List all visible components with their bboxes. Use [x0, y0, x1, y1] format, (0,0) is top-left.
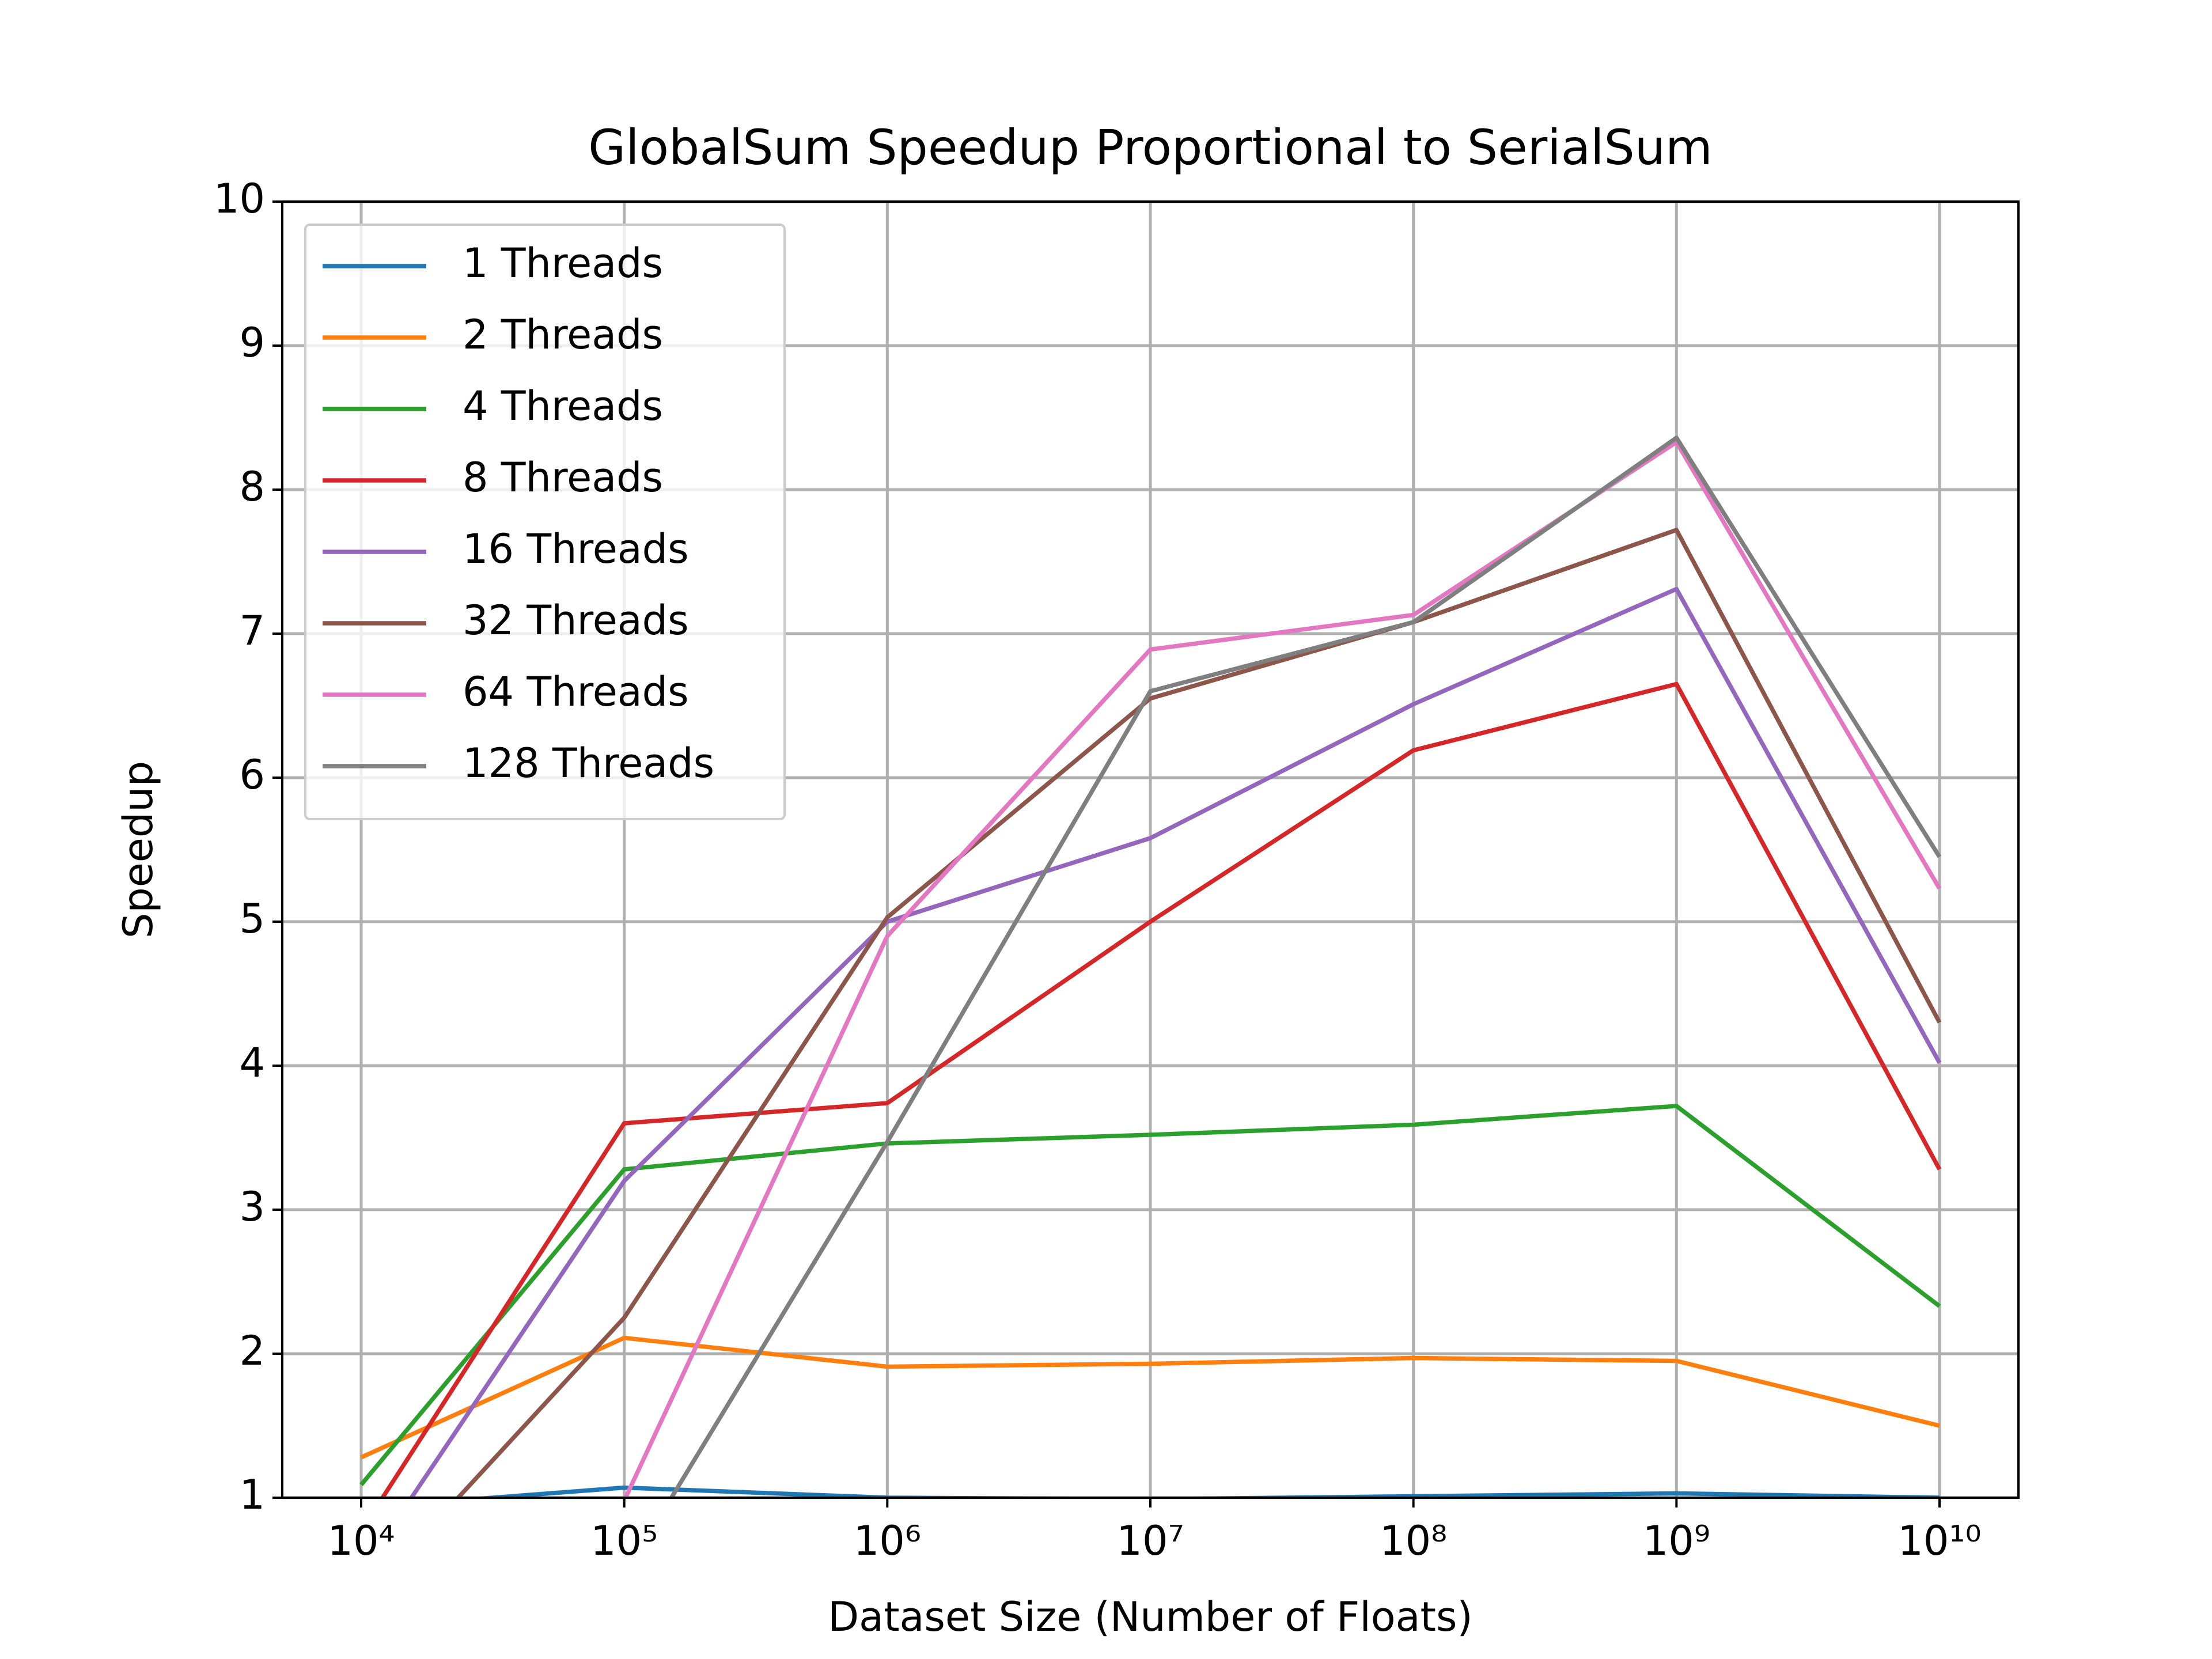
- y-tick-label: 1: [239, 1471, 265, 1518]
- legend-label: 1 Threads: [463, 240, 663, 287]
- y-tick-label: 6: [239, 751, 265, 798]
- series-line: [455, 528, 1942, 1498]
- series-line: [408, 586, 1942, 1498]
- chart-title: GlobalSum Speedup Proportional to Serial…: [588, 119, 1713, 176]
- series-line: [464, 1485, 1940, 1498]
- legend-box: [304, 224, 786, 820]
- series-line: [380, 681, 1942, 1498]
- y-axis-label: Speedup: [115, 761, 162, 938]
- series-line: [669, 435, 1942, 1498]
- x-tick-label: 10⁶: [854, 1517, 921, 1565]
- x-tick-label: 10⁷: [1116, 1517, 1184, 1565]
- y-tick-label: 9: [239, 319, 265, 366]
- series-line: [360, 1335, 1940, 1460]
- legend-label: 64 Threads: [463, 668, 689, 715]
- legend-label: 2 Threads: [463, 311, 663, 358]
- x-tick-label: 10⁸: [1380, 1517, 1447, 1565]
- legend-label: 128 Threads: [463, 740, 714, 787]
- legend-label: 4 Threads: [463, 382, 663, 430]
- legend-label: 16 Threads: [463, 525, 689, 573]
- series-line: [359, 1104, 1941, 1486]
- y-tick-label: 10: [214, 175, 265, 222]
- y-tick-label: 7: [239, 607, 265, 654]
- y-tick-label: 3: [239, 1183, 265, 1230]
- legend-label: 8 Threads: [463, 454, 663, 501]
- x-tick-label: 10⁴: [327, 1517, 395, 1565]
- y-tick-label: 2: [239, 1327, 265, 1374]
- x-tick-label: 10⁵: [590, 1517, 658, 1565]
- x-tick-label: 10⁹: [1643, 1517, 1710, 1565]
- plot-frame: [281, 200, 2020, 1499]
- x-axis-label: Dataset Size (Number of Floats): [828, 1593, 1472, 1641]
- y-tick-label: 8: [239, 463, 265, 510]
- series-line: [623, 440, 1942, 1498]
- x-tick-label: 10¹⁰: [1897, 1517, 1981, 1565]
- plot-lines: [359, 435, 1942, 1498]
- y-tick-label: 4: [239, 1039, 265, 1086]
- legend-label: 32 Threads: [463, 597, 689, 644]
- y-tick-label: 5: [239, 895, 265, 942]
